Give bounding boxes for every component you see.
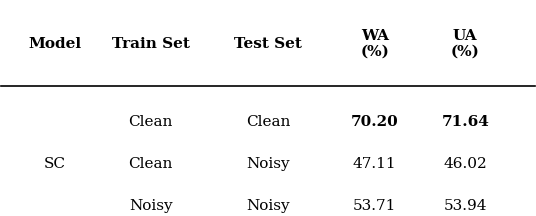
- Text: Noisy: Noisy: [129, 199, 173, 213]
- Text: Train Set: Train Set: [111, 37, 190, 51]
- Text: Test Set: Test Set: [234, 37, 302, 51]
- Text: SC: SC: [44, 157, 66, 171]
- Text: UA
(%): UA (%): [451, 29, 480, 59]
- Text: 53.71: 53.71: [353, 199, 396, 213]
- Text: 46.02: 46.02: [443, 157, 487, 171]
- Text: Clean: Clean: [129, 157, 173, 171]
- Text: 47.11: 47.11: [353, 157, 397, 171]
- Text: Clean: Clean: [129, 115, 173, 129]
- Text: WA
(%): WA (%): [360, 29, 389, 59]
- Text: Clean: Clean: [246, 115, 290, 129]
- Text: 70.20: 70.20: [351, 115, 399, 129]
- Text: 53.94: 53.94: [444, 199, 487, 213]
- Text: Noisy: Noisy: [246, 199, 290, 213]
- Text: Model: Model: [28, 37, 81, 51]
- Text: 71.64: 71.64: [441, 115, 489, 129]
- Text: Noisy: Noisy: [246, 157, 290, 171]
